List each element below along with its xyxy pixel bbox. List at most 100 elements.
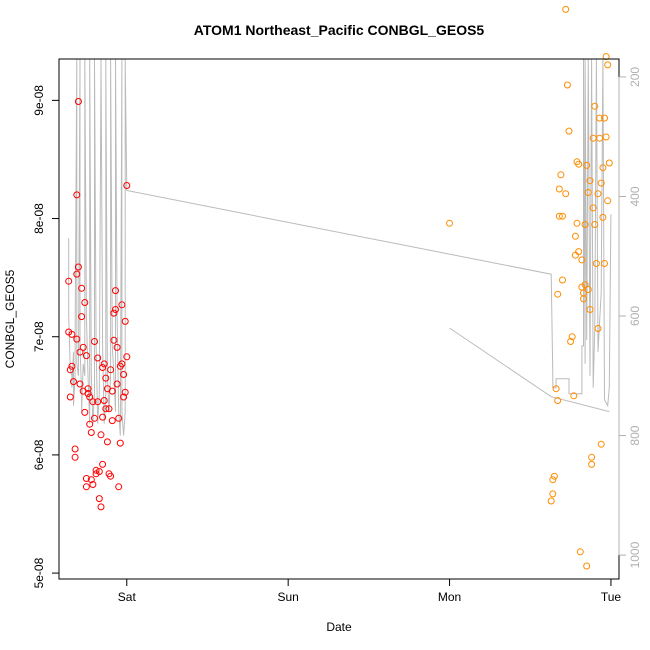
pressure-lines xyxy=(68,58,612,436)
data-point-series-2 xyxy=(555,212,563,220)
data-point-series-2 xyxy=(559,276,566,284)
data-point-series-2 xyxy=(594,190,602,198)
data-point-series-1 xyxy=(121,317,129,325)
data-point-series-2 xyxy=(570,392,578,400)
data-point-series-2 xyxy=(604,197,612,205)
data-point-series-1 xyxy=(120,371,128,378)
data-point-series-1 xyxy=(78,284,86,292)
data-point-series-2 xyxy=(601,114,608,122)
data-point-series-1 xyxy=(65,277,73,285)
data-point-series-1 xyxy=(86,420,94,428)
data-point-series-2 xyxy=(591,221,599,228)
data-point-series-1 xyxy=(82,352,90,360)
x-axis-label: Date xyxy=(326,620,352,634)
data-point-series-1 xyxy=(74,263,82,271)
data-point-series-2 xyxy=(586,306,594,313)
data-point-series-1 xyxy=(66,366,74,374)
data-point-series-2 xyxy=(605,159,613,167)
data-point-series-1 xyxy=(95,495,103,503)
data-point-series-2 xyxy=(576,548,584,556)
y2-tick-label: 800 xyxy=(628,425,642,445)
data-point-series-2 xyxy=(602,133,610,141)
data-points xyxy=(65,5,613,570)
data-point-series-1 xyxy=(81,299,89,306)
data-point-series-2 xyxy=(565,127,573,135)
data-point-series-2 xyxy=(601,260,608,267)
data-point-series-1 xyxy=(73,191,81,199)
data-point-series-2 xyxy=(591,102,599,110)
data-point-series-1 xyxy=(82,475,90,482)
data-point-series-2 xyxy=(567,338,575,345)
data-point-series-1 xyxy=(118,301,126,309)
data-point-series-1 xyxy=(108,387,116,395)
data-point-series-1 xyxy=(76,380,84,388)
data-point-series-2 xyxy=(568,333,576,341)
data-point-series-1 xyxy=(123,182,131,189)
plot-frame xyxy=(58,58,620,580)
data-point-series-2 xyxy=(571,251,579,259)
data-point-series-1 xyxy=(105,405,113,413)
data-point-series-2 xyxy=(580,295,587,303)
data-point-series-1 xyxy=(71,453,79,461)
y-axis-right: 200 400 600 800 1000 xyxy=(618,67,642,568)
data-point-series-1 xyxy=(74,98,82,105)
data-point-series-1 xyxy=(99,364,107,371)
data-point-series-1 xyxy=(87,476,95,484)
data-point-series-2 xyxy=(592,260,600,267)
y2-tick-label: 200 xyxy=(628,67,642,87)
data-point-series-2 xyxy=(562,190,570,198)
data-point-series-1 xyxy=(95,468,103,475)
y-tick-label: 6e-08 xyxy=(32,439,46,470)
data-point-series-1 xyxy=(73,270,81,278)
data-point-series-1 xyxy=(78,313,86,321)
data-point-series-1 xyxy=(112,306,119,313)
data-point-series-1 xyxy=(86,393,94,401)
data-point-series-1 xyxy=(94,398,102,406)
data-point-series-2 xyxy=(597,179,605,187)
y-tick-label: 9e-08 xyxy=(32,85,46,116)
x-axis: Sat Sun Mon Tue xyxy=(118,578,621,604)
data-point-series-1 xyxy=(73,335,81,343)
data-point-series-1 xyxy=(116,439,124,447)
y2-tick-label: 1000 xyxy=(628,541,642,568)
data-point-series-1 xyxy=(97,431,105,439)
data-point-series-2 xyxy=(599,213,607,221)
data-point-series-1 xyxy=(91,414,98,422)
data-point-series-1 xyxy=(112,287,119,295)
data-point-series-2 xyxy=(562,5,570,13)
data-point-series-1 xyxy=(102,405,110,413)
y2-tick-label: 400 xyxy=(628,186,642,206)
data-point-series-2 xyxy=(584,286,592,293)
y-tick-label: 8e-08 xyxy=(32,203,46,234)
data-point-series-2 xyxy=(589,204,597,212)
data-point-series-2 xyxy=(575,248,583,256)
data-point-series-2 xyxy=(552,385,560,393)
data-point-series-2 xyxy=(557,171,565,179)
data-point-series-1 xyxy=(89,481,97,488)
data-point-series-2 xyxy=(588,453,596,461)
data-point-series-1 xyxy=(113,343,121,351)
x-tick-label: Sat xyxy=(118,590,137,604)
data-point-series-1 xyxy=(99,413,107,421)
data-point-series-2 xyxy=(581,221,589,228)
data-point-series-2 xyxy=(573,219,581,227)
x-tick-label: Mon xyxy=(438,590,461,604)
data-point-series-1 xyxy=(71,445,79,453)
data-point-series-1 xyxy=(103,438,111,446)
data-point-series-1 xyxy=(121,388,129,396)
data-point-series-1 xyxy=(110,336,118,344)
data-point-series-1 xyxy=(120,393,128,401)
data-point-series-2 xyxy=(584,189,592,196)
data-point-series-1 xyxy=(107,366,115,374)
data-point-series-2 xyxy=(588,460,596,468)
data-point-series-2 xyxy=(446,219,453,227)
data-point-series-2 xyxy=(596,134,604,142)
data-point-series-1 xyxy=(92,466,100,474)
data-point-series-2 xyxy=(578,256,586,264)
data-point-series-1 xyxy=(81,408,89,416)
y-tick-label: 5e-08 xyxy=(32,557,46,588)
data-point-series-1 xyxy=(70,378,77,386)
chart-title: ATOM1 Northeast_Pacific CONBGL_GEOS5 xyxy=(194,22,485,38)
data-point-series-1 xyxy=(118,360,126,368)
data-point-series-2 xyxy=(549,476,557,484)
